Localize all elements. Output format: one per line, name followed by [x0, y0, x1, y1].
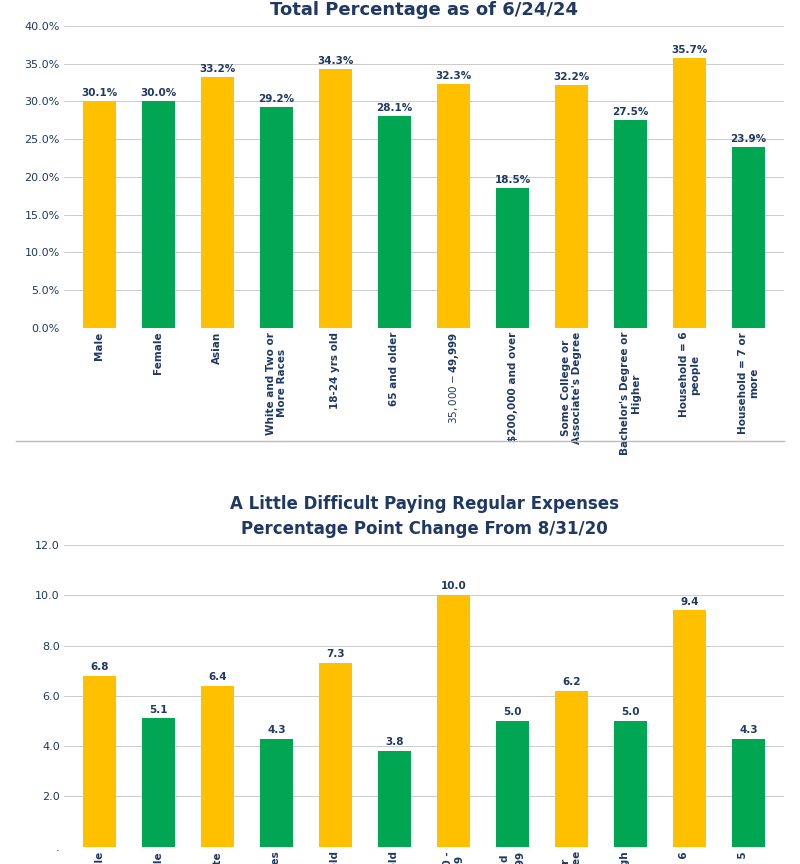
Text: 18.5%: 18.5%	[494, 175, 530, 185]
Bar	[319, 69, 352, 327]
Bar	[202, 77, 234, 327]
Text: 6.4: 6.4	[208, 672, 226, 682]
Bar	[496, 721, 529, 847]
Text: 6.8: 6.8	[90, 662, 109, 672]
Text: 35.7%: 35.7%	[671, 45, 708, 55]
Bar	[260, 107, 293, 327]
Bar	[142, 101, 174, 327]
Bar	[555, 85, 588, 327]
Text: 7.3: 7.3	[326, 650, 345, 659]
Text: 4.3: 4.3	[267, 725, 286, 734]
Text: 5.0: 5.0	[503, 708, 522, 717]
Text: 10.0: 10.0	[441, 581, 466, 592]
Text: 34.3%: 34.3%	[318, 56, 354, 66]
Bar	[674, 610, 706, 847]
Bar	[732, 739, 765, 847]
Bar	[260, 739, 293, 847]
Bar	[732, 148, 765, 327]
Bar	[438, 595, 470, 847]
Bar	[438, 84, 470, 327]
Text: 30.1%: 30.1%	[82, 87, 118, 98]
Text: 3.8: 3.8	[386, 737, 404, 747]
Bar	[614, 721, 646, 847]
Bar	[555, 691, 588, 847]
Text: 27.5%: 27.5%	[612, 107, 649, 118]
Bar	[496, 188, 529, 327]
Title: A Little Difficult Paying Regular Expenses
Total Percentage as of 6/24/24: A Little Difficult Paying Regular Expens…	[214, 0, 634, 19]
Text: 28.1%: 28.1%	[376, 103, 413, 112]
Text: 4.3: 4.3	[739, 725, 758, 734]
Text: 23.9%: 23.9%	[730, 135, 766, 144]
Title: A Little Difficult Paying Regular Expenses
Percentage Point Change From 8/31/20: A Little Difficult Paying Regular Expens…	[230, 495, 618, 538]
Bar	[142, 719, 174, 847]
Text: 9.4: 9.4	[680, 596, 699, 607]
Text: 5.1: 5.1	[149, 705, 168, 715]
Bar	[674, 59, 706, 327]
Text: 6.2: 6.2	[562, 677, 581, 687]
Bar	[614, 120, 646, 327]
Text: 32.2%: 32.2%	[554, 72, 590, 82]
Bar	[378, 751, 410, 847]
Text: 33.2%: 33.2%	[199, 64, 235, 74]
Bar	[83, 100, 116, 327]
Bar	[202, 686, 234, 847]
Text: 29.2%: 29.2%	[258, 94, 294, 105]
Text: 30.0%: 30.0%	[140, 88, 177, 98]
Text: 32.3%: 32.3%	[435, 71, 472, 81]
Bar	[319, 664, 352, 847]
Bar	[378, 116, 410, 327]
Text: 5.0: 5.0	[622, 708, 640, 717]
Bar	[83, 676, 116, 847]
